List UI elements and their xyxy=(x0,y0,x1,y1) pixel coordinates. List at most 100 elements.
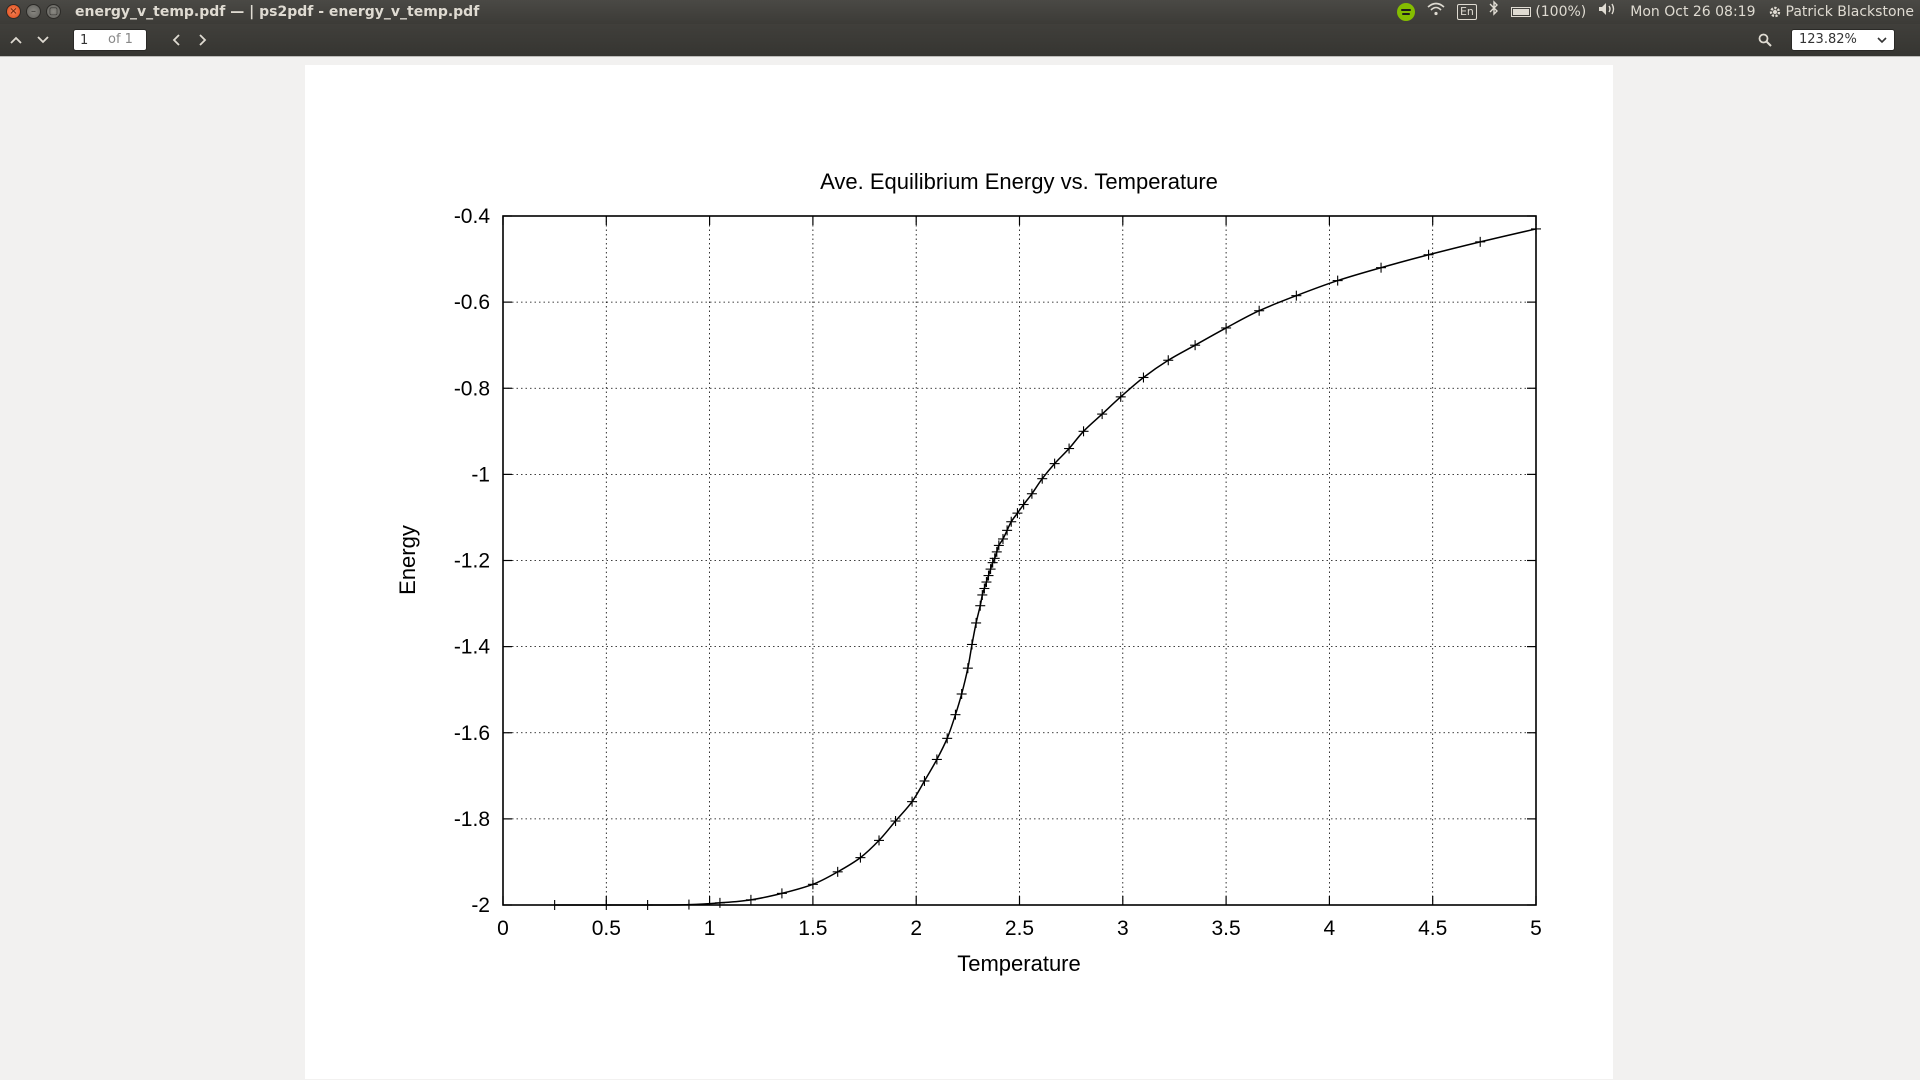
data-point xyxy=(1291,290,1302,301)
zoom-selector[interactable]: 123.82% xyxy=(1791,29,1895,51)
x-tick-label: 4 xyxy=(1324,917,1336,940)
chevron-left-icon xyxy=(172,34,180,46)
data-point xyxy=(931,754,942,765)
data-point xyxy=(1097,409,1108,420)
y-tick-label: -0.6 xyxy=(454,291,490,314)
battery-indicator[interactable]: (100%) xyxy=(1510,0,1586,24)
data-point xyxy=(1163,355,1174,366)
data-point xyxy=(1049,458,1060,469)
battery-icon xyxy=(1510,7,1531,17)
data-point xyxy=(1064,443,1075,454)
x-tick-label: 2 xyxy=(910,917,922,940)
chart-title: Ave. Equilibrium Energy vs. Temperature xyxy=(820,169,1218,194)
maximize-icon: ▢ xyxy=(48,5,59,17)
data-point xyxy=(987,557,998,568)
data-point xyxy=(1115,391,1126,402)
next-page-button[interactable] xyxy=(31,28,55,52)
data-point xyxy=(993,540,1004,551)
data-point xyxy=(1531,223,1541,234)
y-tick-label: -1.8 xyxy=(454,808,490,831)
data-point xyxy=(776,888,787,899)
window-controls: × – ▢ xyxy=(6,4,61,19)
energy-chart: Ave. Equilibrium Energy vs. Temperature … xyxy=(395,169,1542,976)
data-point xyxy=(890,816,901,827)
data-point xyxy=(1332,275,1343,286)
data-point xyxy=(942,733,953,744)
x-tick-label: 0 xyxy=(497,917,509,940)
y-axis-label: Energy xyxy=(395,525,420,595)
data-point xyxy=(683,899,694,910)
x-tick-label: 1.5 xyxy=(798,917,827,940)
data-point xyxy=(549,900,560,910)
viewer-toolbar: of 1 123.82% xyxy=(0,24,1920,56)
x-tick-label: 5 xyxy=(1530,917,1542,940)
y-tick-label: -0.8 xyxy=(454,377,490,400)
data-point xyxy=(1018,499,1029,510)
data-point xyxy=(975,600,986,611)
bluetooth-icon[interactable] xyxy=(1489,0,1499,24)
close-icon: × xyxy=(9,5,18,17)
page-count: of 1 xyxy=(108,32,133,47)
pdf-page: Ave. Equilibrium Energy vs. Temperature … xyxy=(305,65,1613,1079)
data-point xyxy=(1254,305,1265,316)
x-axis-label: Temperature xyxy=(957,951,1081,976)
grid xyxy=(503,216,1536,905)
minimize-window-button[interactable]: – xyxy=(26,4,41,19)
document-view[interactable]: Ave. Equilibrium Energy vs. Temperature … xyxy=(0,56,1920,1080)
chevron-down-icon xyxy=(1876,30,1888,56)
history-back-button[interactable] xyxy=(164,28,188,52)
data-point xyxy=(642,900,653,910)
page-number-input[interactable] xyxy=(74,30,110,50)
data-point xyxy=(977,589,988,600)
data-point xyxy=(979,583,990,594)
data-point xyxy=(971,617,982,628)
tick-labels: 0 0.5 1 1.5 2 2.5 3 3.5 4 4.5 5 -0.4 -0.6 -0.8 -1 -1.2 -… xyxy=(454,205,1542,940)
x-tick-label: 3.5 xyxy=(1211,917,1240,940)
search-icon xyxy=(1758,33,1772,47)
data-point xyxy=(981,577,992,588)
data-point xyxy=(1078,426,1089,437)
data-point xyxy=(1221,322,1232,333)
data-point xyxy=(989,553,1000,564)
data-point xyxy=(1012,508,1023,519)
data-point xyxy=(1037,473,1048,484)
plot-frame xyxy=(502,215,1537,906)
y-tick-label: -2 xyxy=(471,894,490,917)
close-window-button[interactable]: × xyxy=(6,4,21,19)
data-point xyxy=(962,663,973,674)
data-point xyxy=(966,639,977,650)
indicator-area: En (100%) Mon Oct 26 08:19 Patrick Black… xyxy=(1396,0,1914,24)
data-point xyxy=(1002,525,1013,536)
data-point xyxy=(997,533,1008,544)
x-tick-label: 1 xyxy=(704,917,716,940)
volume-icon[interactable] xyxy=(1598,0,1618,24)
x-tick-label: 3 xyxy=(1117,917,1129,940)
keyboard-layout-indicator[interactable]: En xyxy=(1456,4,1477,20)
x-tick-label: 0.5 xyxy=(592,917,621,940)
series xyxy=(549,223,1541,910)
y-tick-label: -1.4 xyxy=(454,636,491,659)
wifi-icon[interactable] xyxy=(1427,0,1445,24)
data-point xyxy=(985,564,996,575)
data-point xyxy=(1138,372,1149,383)
search-button[interactable] xyxy=(1753,28,1777,52)
data-point xyxy=(874,835,885,846)
data-point xyxy=(807,879,818,890)
data-point xyxy=(919,775,930,786)
maximize-window-button[interactable]: ▢ xyxy=(46,4,61,19)
y-tick-label: -1 xyxy=(471,463,490,486)
history-forward-button[interactable] xyxy=(191,28,215,52)
data-point xyxy=(907,796,918,807)
spotify-icon[interactable] xyxy=(1396,3,1415,21)
data-point xyxy=(745,894,756,905)
data-point xyxy=(1026,488,1037,499)
data-point xyxy=(1376,262,1387,273)
data-point xyxy=(1190,340,1201,351)
clock[interactable]: Mon Oct 26 08:19 xyxy=(1630,4,1756,20)
data-point xyxy=(1006,516,1017,527)
y-tick-label: -1.6 xyxy=(454,722,490,745)
previous-page-button[interactable] xyxy=(4,28,28,52)
data-point xyxy=(1423,249,1434,260)
top-panel: × – ▢ energy_v_temp.pdf — | ps2pdf - ene… xyxy=(0,0,1920,24)
session-menu[interactable]: Patrick Blackstone xyxy=(1768,0,1914,24)
